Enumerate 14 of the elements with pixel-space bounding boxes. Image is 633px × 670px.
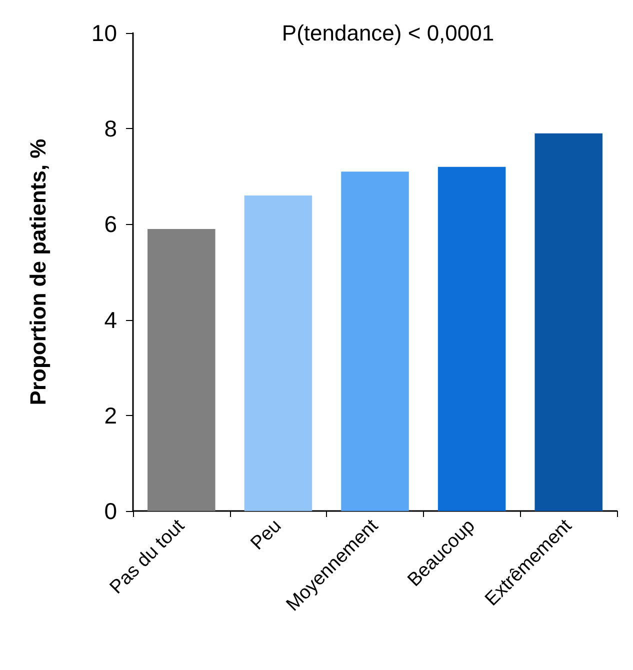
y-tick-label: 6 bbox=[104, 211, 117, 238]
bar bbox=[534, 133, 602, 511]
bar bbox=[244, 196, 312, 511]
y-tick-label: 8 bbox=[104, 116, 117, 142]
y-tick-label: 0 bbox=[104, 498, 117, 524]
annotation: P(tendance) < 0,0001 bbox=[282, 20, 494, 46]
bar bbox=[148, 228, 216, 511]
y-axis-title: Proportion de patients, % bbox=[26, 138, 50, 406]
bar bbox=[438, 166, 506, 511]
bar bbox=[341, 172, 409, 511]
y-tick-label: 4 bbox=[104, 306, 118, 333]
x-tick-label: Peu bbox=[246, 516, 286, 554]
y-tick-label: 10 bbox=[91, 20, 117, 46]
y-tick-label: 2 bbox=[104, 402, 117, 428]
